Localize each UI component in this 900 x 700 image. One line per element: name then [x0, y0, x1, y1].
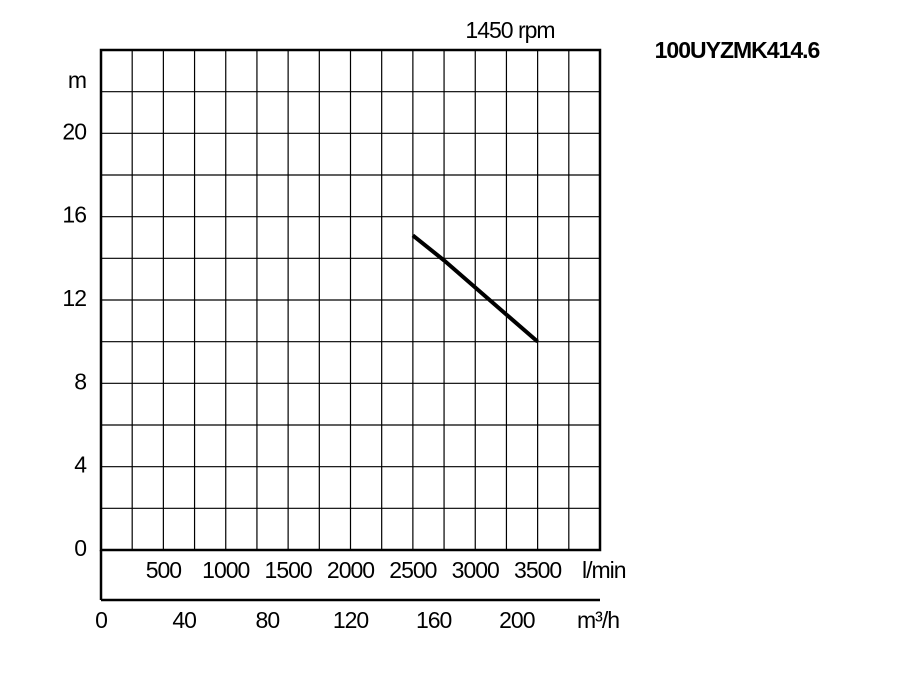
x-axis-label: l/min [582, 557, 626, 583]
x-tick-label: 1500 [265, 557, 312, 583]
x-tick-label: 500 [146, 557, 182, 583]
x2-axis-label: m³/h [577, 607, 619, 633]
x2-tick-label: 160 [416, 607, 452, 633]
curve [411, 233, 539, 344]
x-tick-label: 2000 [327, 557, 374, 583]
chart-subtitle: 1450 rpm [465, 17, 554, 43]
y-tick-label: 16 [62, 202, 86, 228]
x2-tick-label: 80 [256, 607, 280, 633]
x-tick-label: 1000 [202, 557, 249, 583]
y-tick-label: 0 [74, 535, 86, 561]
x-tick-label: 3500 [514, 557, 561, 583]
y-tick-label: 4 [74, 452, 87, 478]
y-tick-label: 8 [74, 368, 86, 394]
y-tick-label: 12 [62, 285, 86, 311]
plot-frame [99, 48, 602, 552]
y-tick-label: 20 [62, 118, 86, 144]
x-tick-label: 2500 [389, 557, 436, 583]
x2-tick-label: 120 [333, 607, 369, 633]
x-tick-label: 3000 [452, 557, 499, 583]
chart-title: 100UYZMK414.6 [655, 37, 820, 63]
x2-tick-label: 0 [95, 607, 107, 633]
x2-tick-label: 40 [172, 607, 196, 633]
x2-tick-label: 200 [499, 607, 535, 633]
y-axis-label: m [68, 67, 86, 93]
